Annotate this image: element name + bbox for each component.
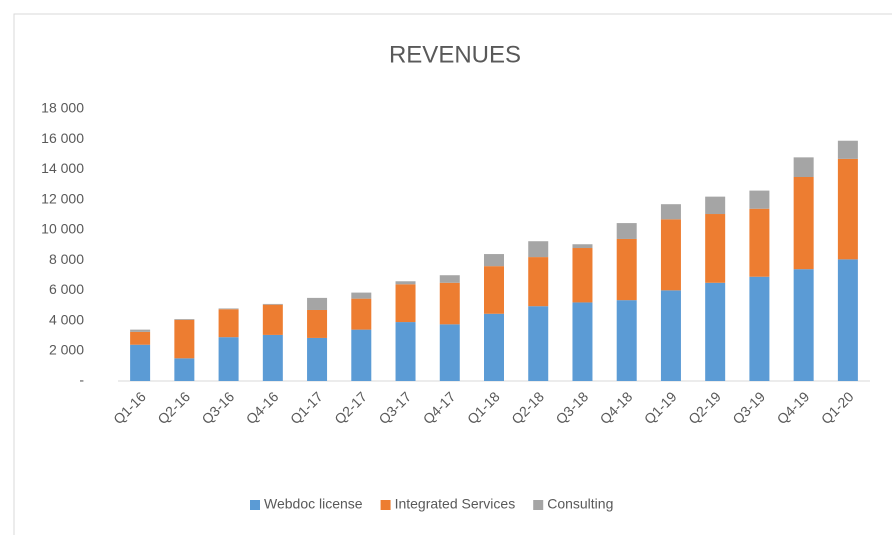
bar-segment — [439, 275, 460, 283]
bar-segment — [484, 266, 504, 314]
x-tick-label: Q4-19 — [774, 388, 813, 427]
bar-segment — [307, 309, 328, 338]
bar-segment — [837, 140, 858, 159]
bar-segment — [218, 309, 239, 338]
x-tick-label: Q2-19 — [685, 388, 724, 427]
bar-segment — [174, 319, 195, 320]
x-tick-label: Q3-16 — [198, 388, 237, 427]
chart-border — [13, 13, 892, 535]
bar-segment — [395, 322, 416, 381]
bar-segment — [307, 337, 328, 381]
y-tick-label: 2 000 — [49, 341, 84, 357]
bar-segment — [484, 254, 504, 267]
bar-segment — [616, 238, 637, 301]
bar-segment — [351, 329, 372, 381]
bar-segment — [218, 308, 239, 310]
bar-segment — [837, 259, 858, 381]
bar-segment — [262, 304, 283, 335]
x-tick-label: Q3-19 — [729, 388, 768, 427]
bar-segment — [528, 306, 549, 381]
bar-segment — [705, 196, 726, 215]
y-tick-label: 4 000 — [49, 311, 84, 327]
bar-segment — [749, 208, 770, 277]
bar-segment — [705, 214, 726, 283]
x-tick-label: Q4-18 — [597, 388, 636, 427]
bar-segment — [351, 292, 372, 299]
y-tick-label: 14 000 — [41, 160, 84, 176]
bar-segment — [572, 302, 593, 381]
bar-segment — [749, 276, 770, 381]
legend-swatch — [380, 500, 391, 510]
chart-title: REVENUES — [389, 41, 521, 68]
y-tick-label: 6 000 — [49, 281, 84, 297]
bar-segment — [660, 219, 681, 291]
bar-segment — [262, 303, 283, 305]
x-tick-label: Q2-18 — [508, 388, 547, 427]
x-tick-label: Q3-18 — [552, 388, 591, 427]
bar-segment — [793, 177, 814, 270]
bar-segment — [174, 319, 195, 359]
legend-swatch — [533, 500, 544, 510]
y-tick-label: 16 000 — [41, 130, 84, 146]
x-tick-label: Q4-17 — [420, 388, 459, 427]
bar-segment — [572, 244, 593, 249]
legend-label: Webdoc license — [264, 496, 363, 512]
y-tick-label: 12 000 — [41, 190, 84, 206]
x-tick-label: Q3-17 — [375, 388, 414, 427]
x-tick-label: Q4-16 — [243, 388, 282, 427]
bar-segment — [130, 344, 151, 381]
x-tick-label: Q1-20 — [818, 388, 857, 427]
y-tick-label: 18 000 — [41, 100, 84, 116]
y-tick-label: 10 000 — [41, 221, 84, 237]
legend-label: Integrated Services — [395, 496, 516, 512]
bar-segment — [439, 324, 460, 381]
y-tick-label: 8 000 — [49, 251, 84, 267]
x-tick-label: Q1-18 — [464, 388, 503, 427]
bar-segment — [351, 298, 372, 330]
bar-segment — [572, 248, 593, 303]
bar-segment — [130, 331, 151, 345]
bar-segment — [395, 284, 416, 323]
bar-segment — [307, 297, 328, 310]
bar-segment — [439, 282, 460, 325]
bar-segment — [837, 158, 858, 260]
bar-segment — [705, 282, 726, 381]
bar-segment — [793, 269, 814, 381]
bar-segment — [174, 358, 195, 381]
x-tick-label: Q1-17 — [287, 388, 326, 427]
bar-segment — [793, 157, 814, 177]
bar-segment — [262, 334, 283, 381]
bar-segment — [660, 204, 681, 220]
x-tick-label: Q2-17 — [331, 388, 370, 427]
bar-segment — [749, 190, 770, 209]
x-tick-label: Q1-19 — [641, 388, 680, 427]
bar-segment — [395, 281, 416, 285]
bar-segment — [218, 337, 239, 381]
bar-segment — [616, 300, 637, 381]
x-tick-label: Q2-16 — [154, 388, 193, 427]
legend-label: Consulting — [547, 496, 613, 512]
bar-segment — [130, 329, 151, 332]
bar-segment — [616, 223, 637, 239]
bar-segment — [528, 241, 549, 258]
x-tick-label: Q1-16 — [110, 388, 149, 427]
bar-segment — [528, 257, 549, 307]
y-tick-label: - — [79, 372, 84, 388]
legend-swatch — [250, 500, 260, 510]
bar-segment — [484, 313, 504, 381]
bar-segment — [660, 290, 681, 381]
